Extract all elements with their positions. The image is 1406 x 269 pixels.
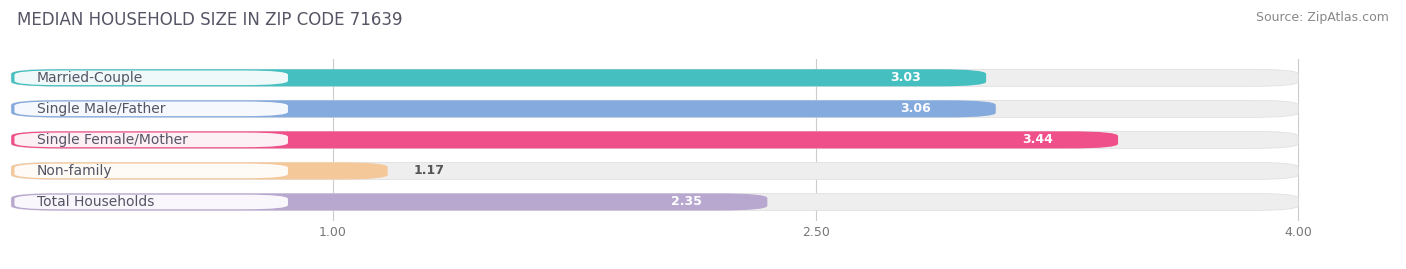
- Text: 3.44: 3.44: [1022, 133, 1053, 146]
- Text: Married-Couple: Married-Couple: [37, 71, 143, 85]
- Text: Single Male/Father: Single Male/Father: [37, 102, 166, 116]
- FancyBboxPatch shape: [11, 131, 1298, 148]
- FancyBboxPatch shape: [11, 100, 1298, 117]
- FancyBboxPatch shape: [14, 133, 288, 147]
- FancyBboxPatch shape: [845, 71, 967, 85]
- Text: Total Households: Total Households: [37, 195, 155, 209]
- FancyBboxPatch shape: [11, 162, 388, 179]
- FancyBboxPatch shape: [11, 193, 768, 211]
- FancyBboxPatch shape: [11, 131, 1118, 148]
- FancyBboxPatch shape: [14, 164, 288, 178]
- Text: 1.17: 1.17: [413, 164, 444, 178]
- FancyBboxPatch shape: [14, 70, 288, 85]
- FancyBboxPatch shape: [11, 100, 995, 117]
- FancyBboxPatch shape: [11, 162, 1298, 179]
- Text: 2.35: 2.35: [672, 196, 703, 208]
- Text: 3.03: 3.03: [890, 71, 921, 84]
- Text: MEDIAN HOUSEHOLD SIZE IN ZIP CODE 71639: MEDIAN HOUSEHOLD SIZE IN ZIP CODE 71639: [17, 11, 402, 29]
- FancyBboxPatch shape: [977, 133, 1098, 147]
- FancyBboxPatch shape: [11, 69, 1298, 86]
- FancyBboxPatch shape: [11, 193, 1298, 211]
- Text: Single Female/Mother: Single Female/Mother: [37, 133, 188, 147]
- FancyBboxPatch shape: [14, 195, 288, 209]
- FancyBboxPatch shape: [14, 101, 288, 116]
- Text: Non-family: Non-family: [37, 164, 112, 178]
- FancyBboxPatch shape: [855, 102, 977, 116]
- Text: 3.06: 3.06: [900, 102, 931, 115]
- FancyBboxPatch shape: [626, 195, 748, 209]
- Text: Source: ZipAtlas.com: Source: ZipAtlas.com: [1256, 11, 1389, 24]
- FancyBboxPatch shape: [11, 69, 986, 86]
